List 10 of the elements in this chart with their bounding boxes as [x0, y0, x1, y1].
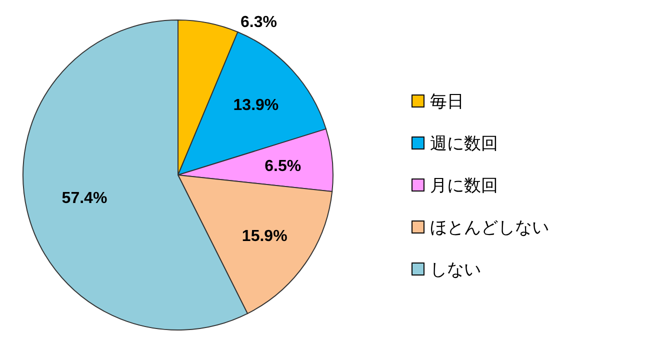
legend-label: 月に数回: [430, 176, 498, 195]
legend-label: ほとんどしない: [430, 218, 549, 237]
data-label: 6.5%: [264, 158, 302, 175]
data-label: 15.9%: [242, 228, 288, 246]
legend-label: しない: [430, 260, 481, 279]
data-label: 57.4%: [62, 190, 108, 208]
data-label: 13.9%: [233, 97, 279, 114]
legend-label: 毎日: [430, 92, 464, 111]
data-label: 6.3%: [240, 14, 277, 32]
legend-label: 週に数回: [430, 134, 498, 153]
